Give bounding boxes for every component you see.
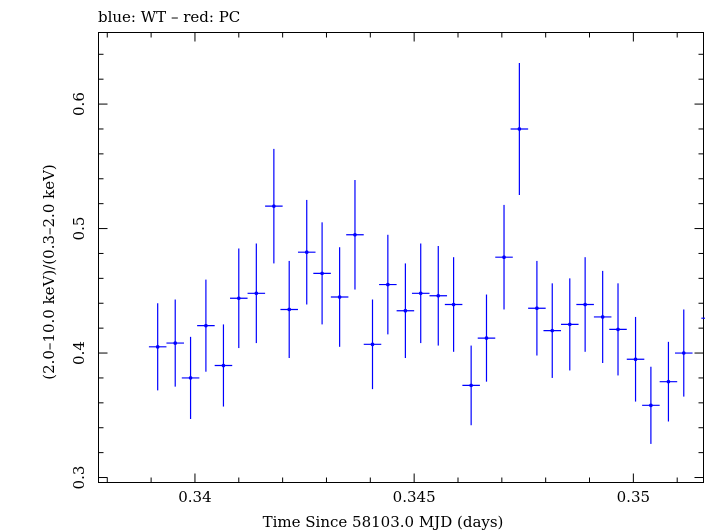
data-point: [265, 148, 283, 264]
point-marker: [469, 383, 473, 388]
point-marker: [436, 293, 441, 298]
data-point: [411, 243, 430, 344]
data-point: [659, 341, 678, 422]
point-marker: [287, 307, 292, 312]
data-point: [297, 199, 316, 305]
point-marker: [535, 306, 539, 311]
data-point: [675, 309, 693, 397]
point-marker: [649, 403, 653, 408]
data-point: [444, 257, 463, 352]
data-point: [230, 248, 248, 349]
y-axis-ticks: 0.3 0.4 0.5 0.6: [70, 53, 704, 490]
data-point: [429, 245, 448, 346]
point-marker: [616, 327, 620, 332]
x-axis-ticks: 0.34 0.345 0.35: [106, 32, 678, 506]
point-marker: [337, 295, 342, 299]
y-tick-label: 0.6: [70, 92, 88, 116]
point-marker: [204, 323, 208, 328]
x-axis-label: Time Since 58103.0 MJD (days): [263, 513, 504, 531]
data-point: [477, 294, 496, 382]
data-point: [346, 180, 364, 290]
data-point: [214, 324, 233, 407]
x-tick-label: 0.35: [617, 488, 650, 506]
point-marker: [320, 271, 324, 276]
data-point: [543, 283, 562, 378]
point-marker: [681, 351, 686, 355]
data-point: [576, 257, 594, 352]
data-point: [396, 263, 415, 359]
data-point: [247, 243, 266, 344]
point-marker: [403, 308, 408, 313]
point-marker: [386, 282, 390, 287]
point-marker: [173, 341, 178, 345]
plot-frame: [98, 32, 704, 483]
data-point: [528, 260, 546, 356]
point-marker: [254, 291, 259, 296]
point-marker: [633, 357, 638, 362]
chart-title: blue: WT – red: PC: [98, 8, 240, 26]
y-tick-label: 0.3: [70, 466, 88, 490]
data-point: [495, 204, 513, 310]
data-point: [609, 283, 627, 376]
y-tick-label: 0.4: [70, 341, 88, 365]
data-point: [181, 336, 200, 420]
data-point: [363, 299, 382, 390]
point-marker: [370, 342, 375, 347]
point-marker: [155, 345, 160, 349]
point-marker: [666, 379, 671, 384]
x-tick-label: 0.34: [178, 488, 211, 506]
data-point: [166, 299, 184, 387]
y-tick-label: 0.5: [70, 217, 88, 241]
data-point: [593, 270, 612, 363]
data-point: [510, 62, 529, 195]
point-marker: [600, 315, 605, 319]
data-points: [148, 62, 705, 444]
data-point: [313, 222, 331, 325]
point-marker: [272, 204, 276, 208]
x-tick-label: 0.345: [393, 488, 436, 506]
data-point: [701, 317, 705, 319]
point-marker: [502, 255, 506, 259]
data-point: [379, 234, 397, 335]
point-marker: [517, 127, 522, 131]
data-point: [280, 260, 298, 359]
point-marker: [221, 363, 226, 368]
point-marker: [304, 250, 309, 255]
point-marker: [451, 302, 456, 307]
point-marker: [484, 336, 489, 340]
data-point: [330, 247, 349, 347]
point-marker: [236, 296, 241, 301]
data-point: [148, 303, 167, 391]
point-marker: [583, 302, 587, 307]
data-point: [197, 279, 215, 372]
data-point: [626, 316, 645, 402]
data-point: [561, 278, 579, 371]
point-marker: [550, 328, 555, 333]
y-axis-label: (2.0–10.0 keV)/(0.3–2.0 keV): [40, 164, 58, 380]
data-point: [642, 366, 660, 444]
point-marker: [353, 232, 357, 237]
data-point: [462, 345, 480, 426]
point-marker: [567, 322, 572, 327]
point-marker: [188, 376, 193, 380]
point-marker: [418, 291, 423, 296]
